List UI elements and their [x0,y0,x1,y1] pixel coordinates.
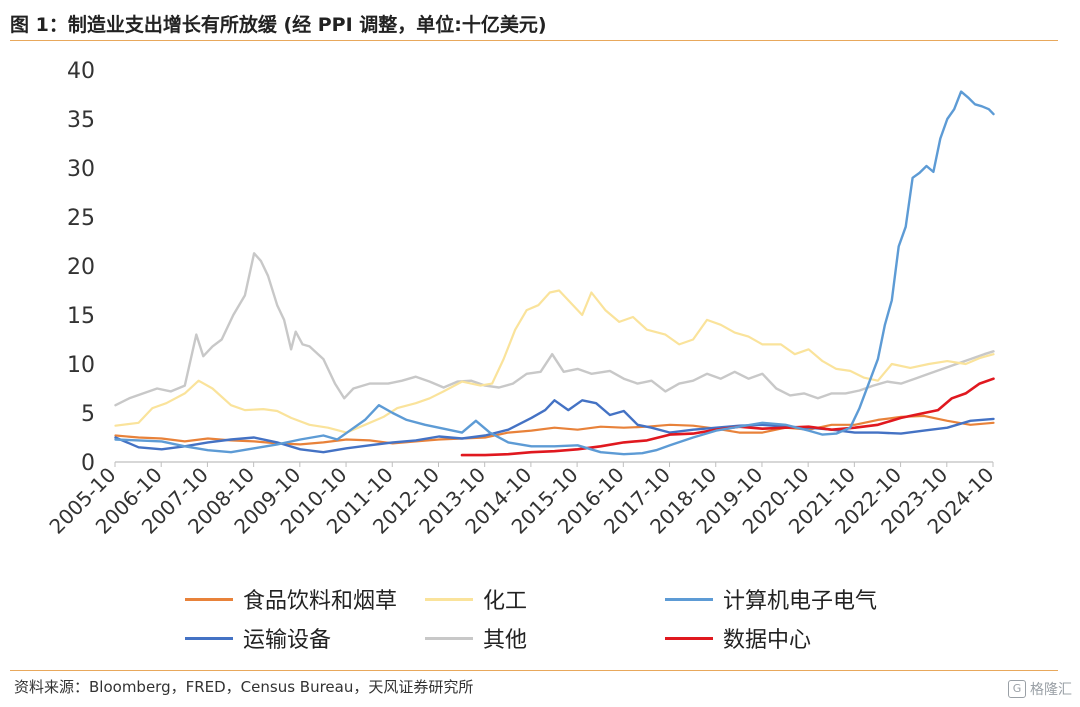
legend-swatch-other [425,636,473,640]
watermark-logo-icon: G [1008,680,1026,698]
legend-item-other: 其他 [425,622,527,654]
line-chart: 05101520253035402005-102006-102007-10200… [44,59,998,539]
legend-label-datacenter: 数据中心 [723,628,812,653]
legend-label-chemical: 化工 [483,589,528,614]
y-tick-label: 15 [67,304,95,329]
y-tick-label: 5 [81,402,95,427]
series-line-5 [460,377,995,457]
series-line-1 [114,289,995,434]
legend-swatch-food [185,597,233,601]
legend-label-other: 其他 [483,628,528,653]
y-tick-label: 30 [67,157,95,182]
series-line-0 [114,414,995,446]
legend-label-food: 食品饮料和烟草 [243,589,398,614]
y-tick-label: 0 [81,451,95,476]
page-title: 图 1：制造业支出增长有所放缓 (经 PPI 调整，单位:十亿美元) [10,14,547,36]
y-tick-label: 10 [67,353,95,378]
watermark: G 格隆汇 [1008,679,1072,699]
source-note: 资料来源：Bloomberg，FRED，Census Bureau，天风证券研究… [14,678,474,696]
legend-item-chemical: 化工 [425,583,527,615]
legend-item-food: 食品饮料和烟草 [185,583,397,615]
legend-label-computer: 计算机电子电气 [723,589,878,614]
legend-swatch-chemical [425,597,473,601]
series-line-4 [114,252,995,407]
legend-item-datacenter: 数据中心 [665,622,811,654]
footer-divider [10,670,1058,671]
y-tick-label: 40 [67,59,95,84]
series-line-2 [114,90,995,456]
y-tick-label: 20 [67,255,95,280]
y-tick-label: 35 [67,108,95,133]
y-tick-label: 25 [67,206,95,231]
header-divider [10,40,1058,41]
legend-item-transport: 运输设备 [185,622,331,654]
watermark-text: 格隆汇 [1030,682,1072,698]
legend-swatch-transport [185,636,233,640]
chart-legend: 食品饮料和烟草 化工 计算机电子电气 运输设备 其他 数据中心 [0,578,1080,668]
legend-swatch-computer [665,597,713,601]
legend-swatch-datacenter [665,636,713,640]
legend-label-transport: 运输设备 [243,628,332,653]
legend-item-computer: 计算机电子电气 [665,583,877,615]
